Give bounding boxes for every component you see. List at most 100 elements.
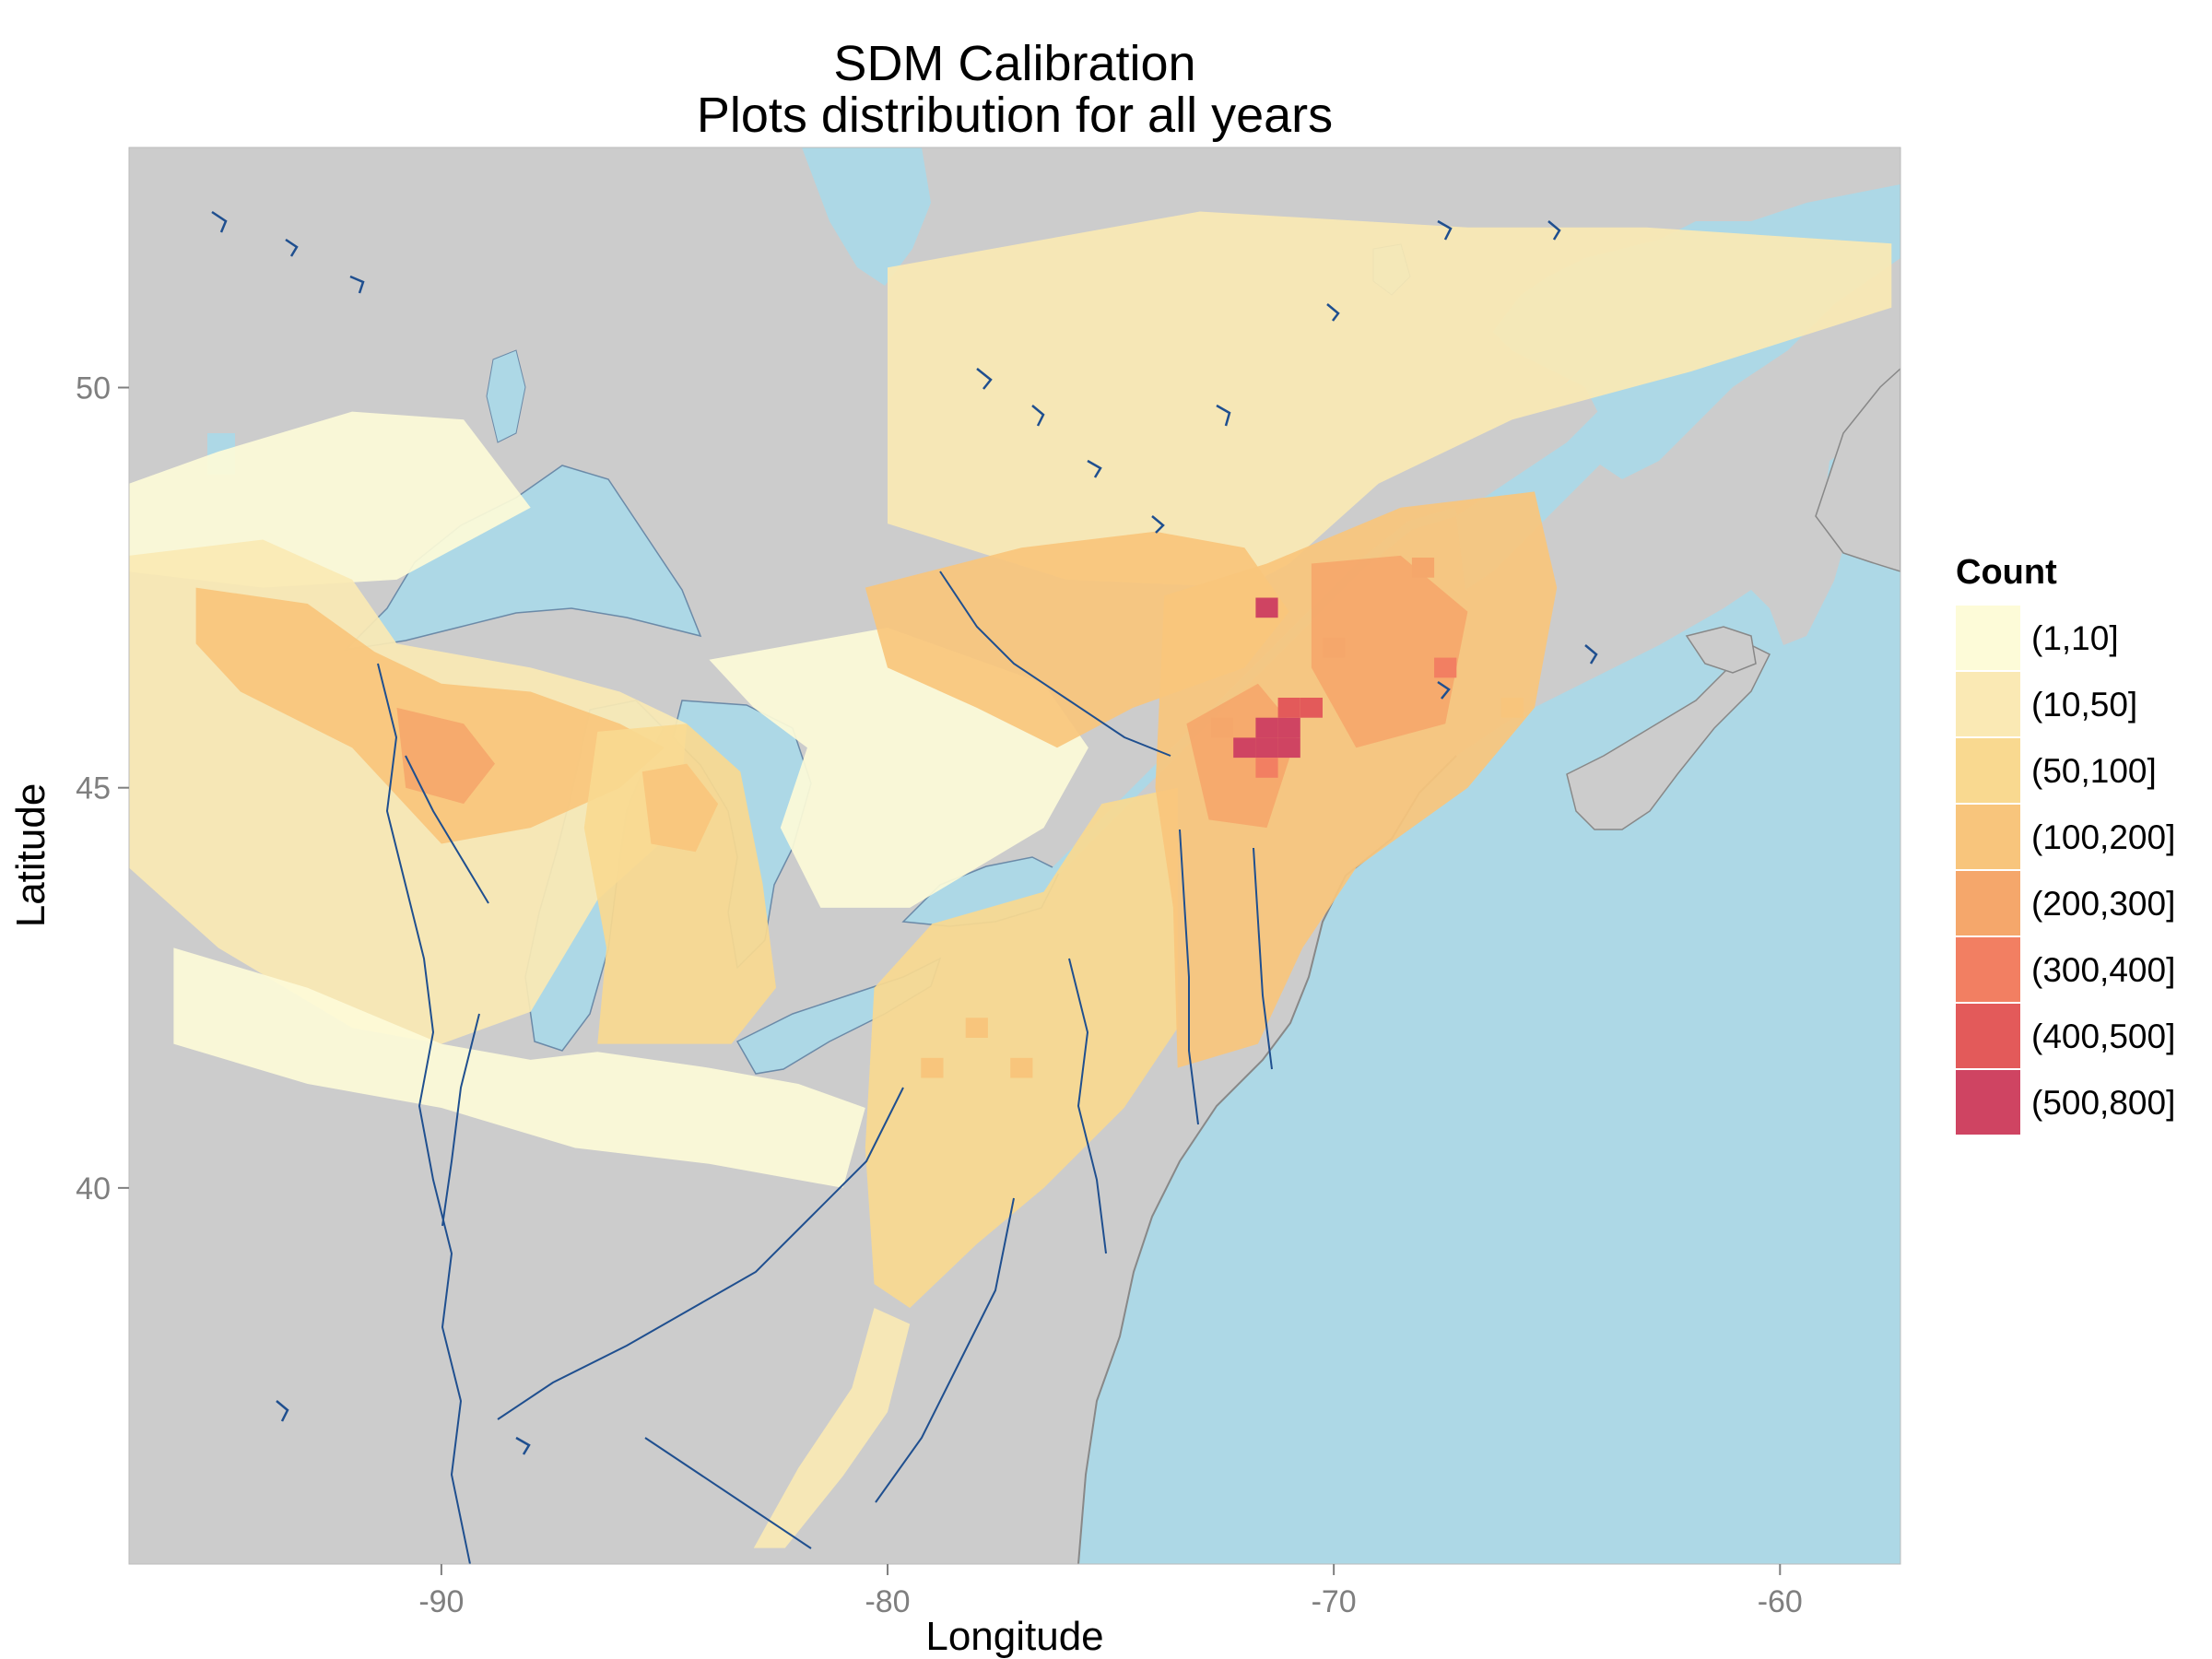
connecticut-river	[1253, 847, 1273, 1070]
small-lake	[349, 275, 365, 294]
small-lake	[276, 1400, 289, 1422]
density-regions	[129, 211, 1892, 1548]
legend-item: (100,200]	[1956, 805, 2195, 871]
small-lake	[1326, 303, 1340, 322]
y-tick-label: 50	[76, 371, 111, 406]
density-region-upper-midwest-core	[195, 587, 665, 844]
small-lake	[1547, 220, 1561, 241]
density-region-ny-pa-appalachia	[865, 787, 1178, 1309]
plot-title-line-1: SDM Calibration	[833, 36, 1196, 91]
legend-label: (400,500]	[2031, 1018, 2176, 1055]
hudson-james-bay	[802, 147, 931, 286]
legend-label: (500,800]	[2031, 1084, 2176, 1122]
plot-title-line-2: Plots distribution for all years	[696, 88, 1334, 143]
panel-border	[128, 147, 1901, 1565]
small-lake	[211, 210, 228, 233]
small-lake	[1151, 515, 1165, 534]
legend-swatch	[1956, 606, 2020, 672]
legend-label: (300,400]	[2031, 951, 2176, 989]
legend-title: Count	[1956, 553, 2057, 592]
density-region-quebec-north	[888, 211, 1892, 588]
legend-swatch	[1956, 672, 2020, 738]
legend-item: (300,400]	[1956, 937, 2195, 1004]
density-cell	[1500, 698, 1524, 718]
susquehanna-river	[1068, 958, 1107, 1254]
density-region-wisconsin-center	[396, 707, 495, 805]
legend-label: (100,200]	[2031, 818, 2176, 856]
y-axis: 40 45 50	[76, 371, 129, 1206]
legend-swatch	[1956, 1070, 2020, 1136]
density-cell	[1211, 717, 1234, 738]
density-cell	[1255, 717, 1278, 738]
x-tick-label: -90	[418, 1584, 464, 1619]
legend-label: (1,10]	[2031, 619, 2119, 657]
tennessee-streams	[644, 1437, 812, 1549]
lake-winnipeg	[486, 349, 526, 443]
legend-swatch	[1956, 1004, 2020, 1070]
y-tick-label: 45	[76, 771, 111, 806]
density-cell	[1277, 698, 1300, 718]
density-cell	[1411, 558, 1435, 578]
small-lake	[285, 238, 299, 257]
small-lake	[1437, 219, 1453, 241]
ottawa-river	[939, 571, 1171, 757]
density-region-lower-michigan	[583, 724, 776, 1044]
density-cell	[1300, 698, 1323, 718]
density-region-michigan-core	[641, 763, 719, 853]
small-lakes	[211, 210, 1598, 1455]
x-tick-label: -60	[1758, 1584, 1803, 1619]
small-lake	[1437, 680, 1451, 700]
density-cell	[965, 1018, 988, 1038]
legend-swatch	[1956, 738, 2020, 805]
x-tick-label: -80	[865, 1584, 910, 1619]
density-cell	[1277, 737, 1300, 759]
density-cell	[1010, 1057, 1033, 1078]
x-axis-title: Longitude	[925, 1614, 1103, 1659]
density-cell	[1233, 737, 1256, 759]
legend-item: (500,800]	[1956, 1070, 2195, 1136]
newfoundland	[1815, 367, 1900, 572]
small-lake	[1031, 405, 1045, 427]
legend-item: (400,500]	[1956, 1004, 2195, 1070]
appalachian-streams	[875, 1197, 1015, 1503]
density-region-laurentians	[865, 531, 1289, 748]
density-cell	[1255, 737, 1278, 759]
atlantic-ocean	[1078, 184, 1900, 1564]
legend-swatch	[1956, 937, 2020, 1004]
ohio-river	[497, 1087, 904, 1420]
small-lake	[1216, 404, 1231, 427]
y-tick-label: 40	[76, 1171, 111, 1206]
pei-cape-breton	[1685, 626, 1757, 674]
small-lake	[1584, 644, 1598, 665]
legend-item: (50,100]	[1956, 738, 2195, 805]
illinois-river	[441, 1013, 480, 1227]
density-cell	[1277, 717, 1300, 738]
legend: Count (1,10] (10,50] (50,100] (100,200] (200…	[1956, 553, 2195, 1136]
legend-label: (200,300]	[2031, 885, 2176, 923]
density-cells	[921, 558, 1524, 1078]
density-cell	[1255, 758, 1278, 778]
density-cell	[1323, 637, 1346, 658]
wisconsin-river	[405, 755, 489, 904]
legend-swatch	[1956, 871, 2020, 937]
x-axis: -90 -80 -70 -60	[418, 1564, 1803, 1619]
legend-item: (1,10]	[1956, 606, 2195, 672]
mississippi-river	[377, 663, 471, 1564]
small-lake	[976, 368, 993, 390]
density-cell	[1255, 597, 1278, 618]
legend-swatch	[1956, 805, 2020, 871]
legend-item: (10,50]	[1956, 672, 2195, 738]
density-region-new-england-hot	[1311, 555, 1468, 748]
legend-label: (50,100]	[2031, 752, 2157, 790]
rivers	[377, 571, 1273, 1564]
legend-label: (10,50]	[2031, 686, 2138, 724]
x-tick-label: -70	[1312, 1584, 1357, 1619]
density-region-midwest-south-fringe	[173, 947, 865, 1188]
density-cell	[1434, 657, 1457, 678]
nova-scotia	[1566, 644, 1771, 830]
legend-item: (200,300]	[1956, 871, 2195, 937]
density-region-appalachian-tail	[753, 1308, 911, 1548]
small-lake	[1087, 459, 1102, 478]
density-cell	[921, 1057, 944, 1078]
